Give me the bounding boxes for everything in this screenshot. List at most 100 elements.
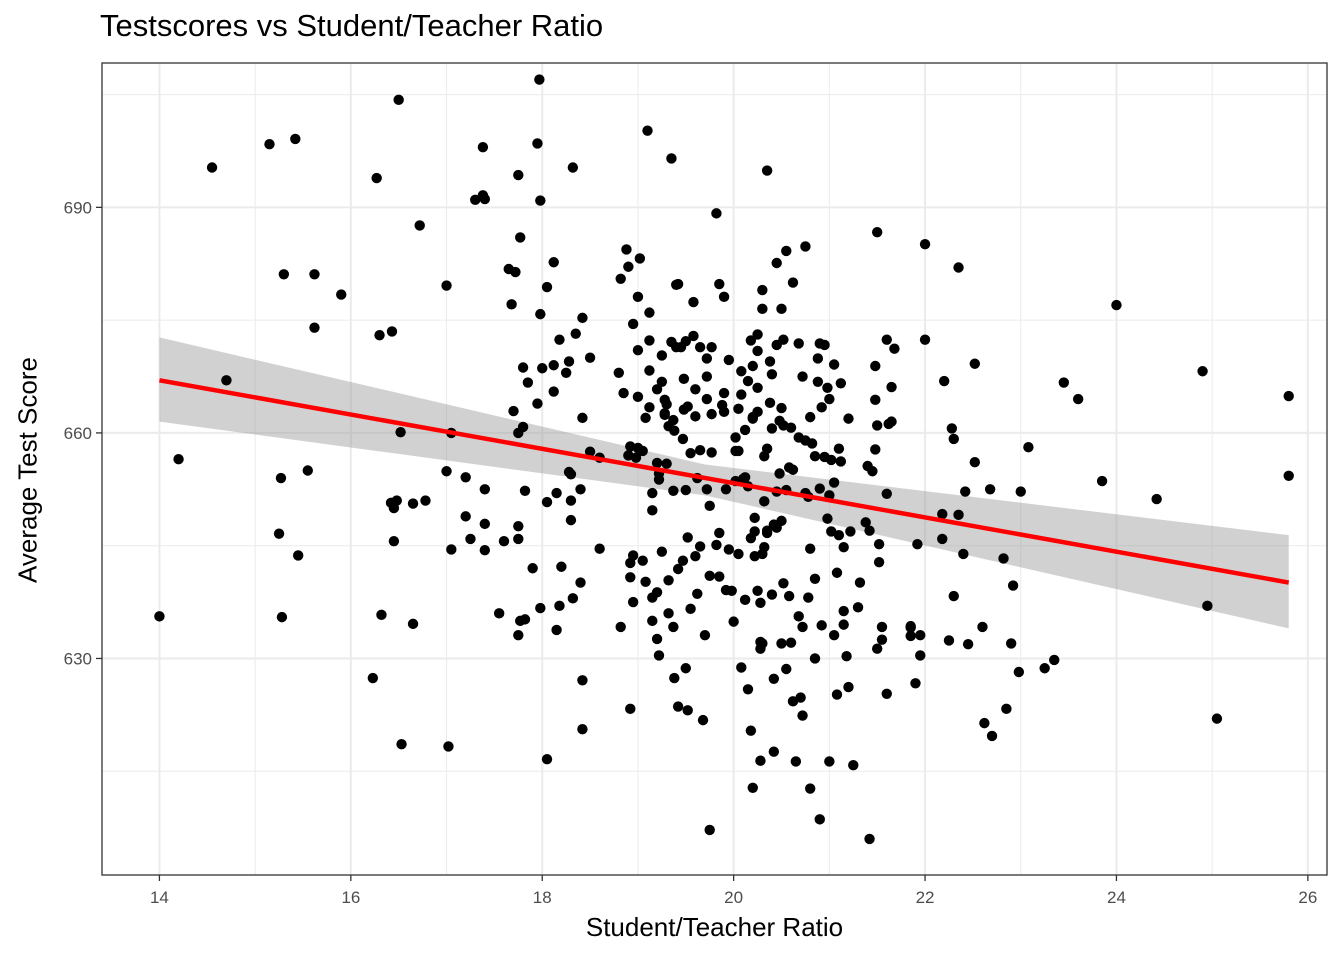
data-point xyxy=(1111,299,1122,311)
data-point xyxy=(870,360,881,372)
data-point xyxy=(871,226,883,238)
data-point xyxy=(881,334,892,345)
data-point xyxy=(747,360,758,372)
data-point xyxy=(706,342,717,353)
data-point xyxy=(551,487,562,499)
data-point xyxy=(441,280,452,291)
data-point xyxy=(1023,441,1034,453)
data-point xyxy=(706,447,717,458)
data-point xyxy=(1283,470,1294,481)
data-point xyxy=(912,538,923,550)
data-point xyxy=(781,245,792,257)
data-point xyxy=(532,398,543,409)
data-point xyxy=(759,496,770,507)
data-point xyxy=(860,517,871,528)
data-point xyxy=(644,307,655,318)
data-point xyxy=(919,334,931,345)
data-point xyxy=(627,318,639,330)
data-point xyxy=(677,555,689,566)
data-point xyxy=(690,551,701,562)
data-point xyxy=(761,165,773,176)
data-point xyxy=(730,432,741,443)
data-point xyxy=(367,672,379,684)
data-point xyxy=(728,616,739,627)
data-point xyxy=(554,334,565,345)
data-point xyxy=(816,402,827,413)
data-point xyxy=(962,638,974,650)
data-point xyxy=(803,592,814,603)
data-point xyxy=(747,782,758,793)
data-point xyxy=(733,403,744,415)
data-point xyxy=(388,535,400,547)
data-point xyxy=(822,513,833,524)
data-point xyxy=(864,525,875,536)
data-point xyxy=(276,611,288,623)
data-point xyxy=(565,514,577,526)
data-point xyxy=(843,413,854,424)
data-point xyxy=(479,193,491,205)
data-point xyxy=(682,401,693,412)
data-point xyxy=(541,754,553,765)
data-point xyxy=(479,484,491,495)
data-point xyxy=(692,588,703,600)
data-point xyxy=(443,741,454,752)
data-point xyxy=(946,423,958,434)
y-tick-label: 660 xyxy=(64,424,92,443)
data-point xyxy=(1039,663,1050,674)
data-point xyxy=(711,208,722,219)
data-point xyxy=(870,444,881,455)
data-point xyxy=(1015,486,1026,497)
data-points xyxy=(154,74,1294,845)
data-point xyxy=(680,335,691,347)
data-point xyxy=(630,452,642,463)
data-point xyxy=(1007,580,1019,591)
data-point xyxy=(634,253,646,264)
data-point xyxy=(632,391,644,403)
y-tick-label: 690 xyxy=(64,198,92,217)
data-point xyxy=(768,673,780,684)
data-point xyxy=(948,433,959,445)
data-point xyxy=(651,633,663,645)
data-point xyxy=(460,511,471,522)
data-point xyxy=(575,577,586,588)
data-point xyxy=(824,393,835,405)
data-point xyxy=(795,692,806,703)
data-point xyxy=(1202,600,1213,612)
data-point xyxy=(749,512,760,524)
data-point xyxy=(704,500,715,512)
data-point xyxy=(532,138,543,149)
data-point xyxy=(718,406,730,418)
data-point xyxy=(699,629,711,641)
x-tick-label: 26 xyxy=(1298,888,1317,907)
data-point xyxy=(745,335,757,346)
data-point xyxy=(845,526,856,537)
data-point xyxy=(556,561,567,572)
data-point xyxy=(718,387,730,399)
data-point xyxy=(446,544,457,555)
data-point xyxy=(273,528,285,539)
data-point xyxy=(513,629,524,641)
data-point xyxy=(680,484,691,496)
data-point xyxy=(647,505,658,516)
data-point xyxy=(615,273,626,284)
data-point xyxy=(672,278,684,290)
data-point xyxy=(682,705,693,716)
panel-border xyxy=(101,62,1328,876)
data-point xyxy=(752,585,763,596)
data-point xyxy=(627,596,639,608)
data-point xyxy=(656,350,668,361)
data-point xyxy=(1049,654,1060,666)
data-point xyxy=(867,466,878,477)
data-point xyxy=(407,498,419,509)
data-point xyxy=(736,662,747,673)
data-point xyxy=(694,445,706,456)
data-point xyxy=(548,386,559,397)
data-point xyxy=(661,458,672,469)
data-point xyxy=(632,345,644,356)
data-point xyxy=(742,375,754,387)
data-point xyxy=(757,303,768,315)
data-point xyxy=(666,153,677,164)
data-point xyxy=(776,303,787,315)
data-point xyxy=(759,541,770,553)
